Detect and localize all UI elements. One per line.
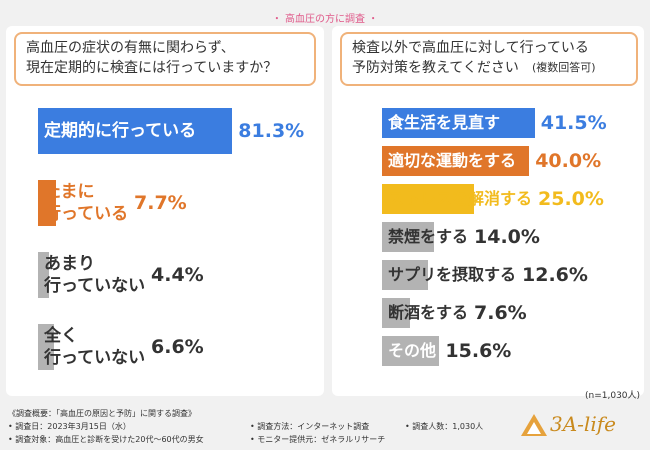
value-label: 12.6% <box>522 264 588 286</box>
bar <box>38 108 233 154</box>
title-box: 高血圧の症状の有無に関わらず、 現在定期的に検査には行っていますか？ <box>14 32 316 86</box>
survey-item: • 調査人数：1,030人 <box>405 422 484 431</box>
bar-label: ストレスを解消する <box>388 189 533 208</box>
bar <box>382 222 434 252</box>
value-label: 14.0% <box>474 226 540 248</box>
bar <box>382 184 474 214</box>
bar-label: 食生活を見直す <box>388 113 501 132</box>
survey-title: 《調査概要：「高血圧の原因と予防」に関する調査》 <box>8 409 196 418</box>
sample-note: (n=1,030人) <box>585 391 641 401</box>
header-text: 高血圧の方に調査 <box>285 14 365 25</box>
bar <box>382 260 429 290</box>
survey-item: • 調査方法：インターネット調査 <box>250 422 370 431</box>
bar <box>382 336 440 366</box>
bar-label: 定期的に行っている <box>44 121 197 141</box>
value-label: 6.6% <box>151 336 204 358</box>
survey-item: • 調査日：2023年3月15日（水） <box>8 422 131 431</box>
chart-title: 高血圧の症状の有無に関わらず、 現在定期的に検査には行っていますか？ <box>26 40 278 76</box>
value-label: 25.0% <box>538 188 604 210</box>
value-label: 4.4% <box>151 264 204 286</box>
bar-label: サプリを摂取する <box>388 265 517 284</box>
annotation: (複数回答可) <box>532 61 596 74</box>
left-panel <box>6 26 324 396</box>
value-label: 15.6% <box>445 340 512 362</box>
bar-label: 適切な運動をする <box>388 151 517 170</box>
value-label: 41.5% <box>540 112 607 134</box>
title-box: 検査以外で高血圧に対して行っている 予防対策を教えてください <box>340 32 638 86</box>
bar-label: 全く 行っていない <box>44 326 146 368</box>
bar <box>38 180 57 226</box>
bar <box>382 146 530 176</box>
bar <box>38 324 54 370</box>
bar-label: あまり 行っていない <box>44 254 146 296</box>
value-label: 7.6% <box>474 302 527 324</box>
survey-item: • モニター提供元：ゼネラルリサーチ <box>250 435 386 444</box>
header: ・ 高血圧の方に調査 ・ <box>271 14 379 25</box>
logo: 3A-life <box>550 412 616 436</box>
bar-label: たまに 行っている <box>44 182 129 224</box>
logo-mark <box>521 414 547 436</box>
bar-label: 禁煙をする <box>388 227 469 246</box>
bar <box>382 108 535 138</box>
value-label: 81.3% <box>238 120 305 142</box>
value-label: 40.0% <box>535 150 602 172</box>
bar <box>382 298 410 328</box>
value-label: 7.7% <box>134 192 187 214</box>
survey-item: • 調査対象：高血圧と診断を受けた20代〜60代の男女 <box>8 435 204 444</box>
chart-title: 検査以外で高血圧に対して行っている 予防対策を教えてください <box>352 40 589 76</box>
bar <box>38 252 49 298</box>
bar-label: 断酒をする <box>388 303 469 322</box>
bar-label: その他 <box>388 341 437 360</box>
